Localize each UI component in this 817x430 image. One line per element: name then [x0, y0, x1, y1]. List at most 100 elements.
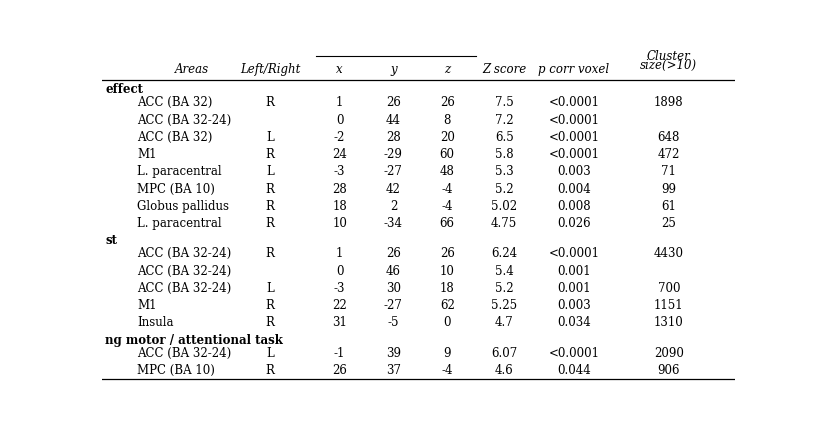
Text: 0.003: 0.003 — [557, 298, 591, 311]
Text: 71: 71 — [662, 165, 676, 178]
Text: 26: 26 — [440, 96, 454, 109]
Text: 28: 28 — [386, 131, 401, 144]
Text: 0: 0 — [444, 316, 451, 329]
Text: 0: 0 — [336, 264, 343, 277]
Text: -3: -3 — [334, 165, 346, 178]
Text: 1310: 1310 — [654, 316, 684, 329]
Text: M1: M1 — [137, 148, 156, 161]
Text: 60: 60 — [440, 148, 455, 161]
Text: 20: 20 — [440, 131, 454, 144]
Text: 4.75: 4.75 — [491, 217, 517, 230]
Text: 700: 700 — [658, 281, 680, 294]
Text: Cluster: Cluster — [647, 50, 690, 63]
Text: -2: -2 — [334, 131, 346, 144]
Text: Insula: Insula — [137, 316, 173, 329]
Text: 18: 18 — [440, 281, 454, 294]
Text: 6.5: 6.5 — [495, 131, 514, 144]
Text: 6.24: 6.24 — [491, 247, 517, 260]
Text: L. paracentral: L. paracentral — [137, 165, 221, 178]
Text: 7.5: 7.5 — [495, 96, 514, 109]
Text: R: R — [266, 363, 275, 376]
Text: st: st — [105, 234, 118, 247]
Text: -5: -5 — [387, 316, 400, 329]
Text: 0.044: 0.044 — [557, 363, 591, 376]
Text: effect: effect — [105, 83, 143, 96]
Text: ACC (BA 32-24): ACC (BA 32-24) — [137, 281, 231, 294]
Text: MPC (BA 10): MPC (BA 10) — [137, 182, 215, 195]
Text: L: L — [266, 131, 274, 144]
Text: 8: 8 — [444, 114, 451, 126]
Text: y: y — [390, 63, 397, 76]
Text: 39: 39 — [386, 346, 401, 359]
Text: L: L — [266, 165, 274, 178]
Text: R: R — [266, 217, 275, 230]
Text: ACC (BA 32): ACC (BA 32) — [137, 96, 212, 109]
Text: -27: -27 — [384, 298, 403, 311]
Text: 2: 2 — [390, 200, 397, 212]
Text: 1: 1 — [336, 247, 343, 260]
Text: 26: 26 — [440, 247, 454, 260]
Text: M1: M1 — [137, 298, 156, 311]
Text: 99: 99 — [661, 182, 676, 195]
Text: 5.4: 5.4 — [495, 264, 514, 277]
Text: ACC (BA 32-24): ACC (BA 32-24) — [137, 346, 231, 359]
Text: Areas: Areas — [175, 63, 209, 76]
Text: 66: 66 — [440, 217, 455, 230]
Text: -29: -29 — [384, 148, 403, 161]
Text: -3: -3 — [334, 281, 346, 294]
Text: -4: -4 — [441, 182, 453, 195]
Text: ACC (BA 32-24): ACC (BA 32-24) — [137, 264, 231, 277]
Text: 42: 42 — [386, 182, 401, 195]
Text: 5.8: 5.8 — [495, 148, 514, 161]
Text: -4: -4 — [441, 363, 453, 376]
Text: ACC (BA 32-24): ACC (BA 32-24) — [137, 114, 231, 126]
Text: ng motor / attentional task: ng motor / attentional task — [105, 333, 283, 346]
Text: ACC (BA 32): ACC (BA 32) — [137, 131, 212, 144]
Text: R: R — [266, 182, 275, 195]
Text: Z score: Z score — [482, 63, 526, 76]
Text: 5.2: 5.2 — [495, 281, 514, 294]
Text: 2090: 2090 — [654, 346, 684, 359]
Text: R: R — [266, 148, 275, 161]
Text: 7.2: 7.2 — [495, 114, 514, 126]
Text: 0.001: 0.001 — [557, 264, 591, 277]
Text: <0.0001: <0.0001 — [548, 346, 600, 359]
Text: 9: 9 — [444, 346, 451, 359]
Text: p corr voxel: p corr voxel — [538, 63, 609, 76]
Text: <0.0001: <0.0001 — [548, 148, 600, 161]
Text: 48: 48 — [440, 165, 454, 178]
Text: R: R — [266, 316, 275, 329]
Text: 5.2: 5.2 — [495, 182, 514, 195]
Text: -4: -4 — [441, 200, 453, 212]
Text: 6.07: 6.07 — [491, 346, 517, 359]
Text: 10: 10 — [440, 264, 454, 277]
Text: 31: 31 — [333, 316, 347, 329]
Text: 1151: 1151 — [654, 298, 684, 311]
Text: 0.003: 0.003 — [557, 165, 591, 178]
Text: 62: 62 — [440, 298, 454, 311]
Text: R: R — [266, 298, 275, 311]
Text: <0.0001: <0.0001 — [548, 114, 600, 126]
Text: 648: 648 — [658, 131, 680, 144]
Text: -34: -34 — [384, 217, 403, 230]
Text: 1: 1 — [336, 96, 343, 109]
Text: x: x — [337, 63, 343, 76]
Text: 5.02: 5.02 — [491, 200, 517, 212]
Text: 30: 30 — [386, 281, 401, 294]
Text: 0.004: 0.004 — [557, 182, 591, 195]
Text: 1898: 1898 — [654, 96, 684, 109]
Text: 37: 37 — [386, 363, 401, 376]
Text: <0.0001: <0.0001 — [548, 96, 600, 109]
Text: 26: 26 — [333, 363, 347, 376]
Text: 0.026: 0.026 — [557, 217, 591, 230]
Text: 4430: 4430 — [654, 247, 684, 260]
Text: Left/Right: Left/Right — [239, 63, 300, 76]
Text: R: R — [266, 200, 275, 212]
Text: <0.0001: <0.0001 — [548, 131, 600, 144]
Text: 22: 22 — [333, 298, 347, 311]
Text: 46: 46 — [386, 264, 401, 277]
Text: <0.0001: <0.0001 — [548, 247, 600, 260]
Text: 28: 28 — [333, 182, 347, 195]
Text: 0.008: 0.008 — [557, 200, 591, 212]
Text: L: L — [266, 281, 274, 294]
